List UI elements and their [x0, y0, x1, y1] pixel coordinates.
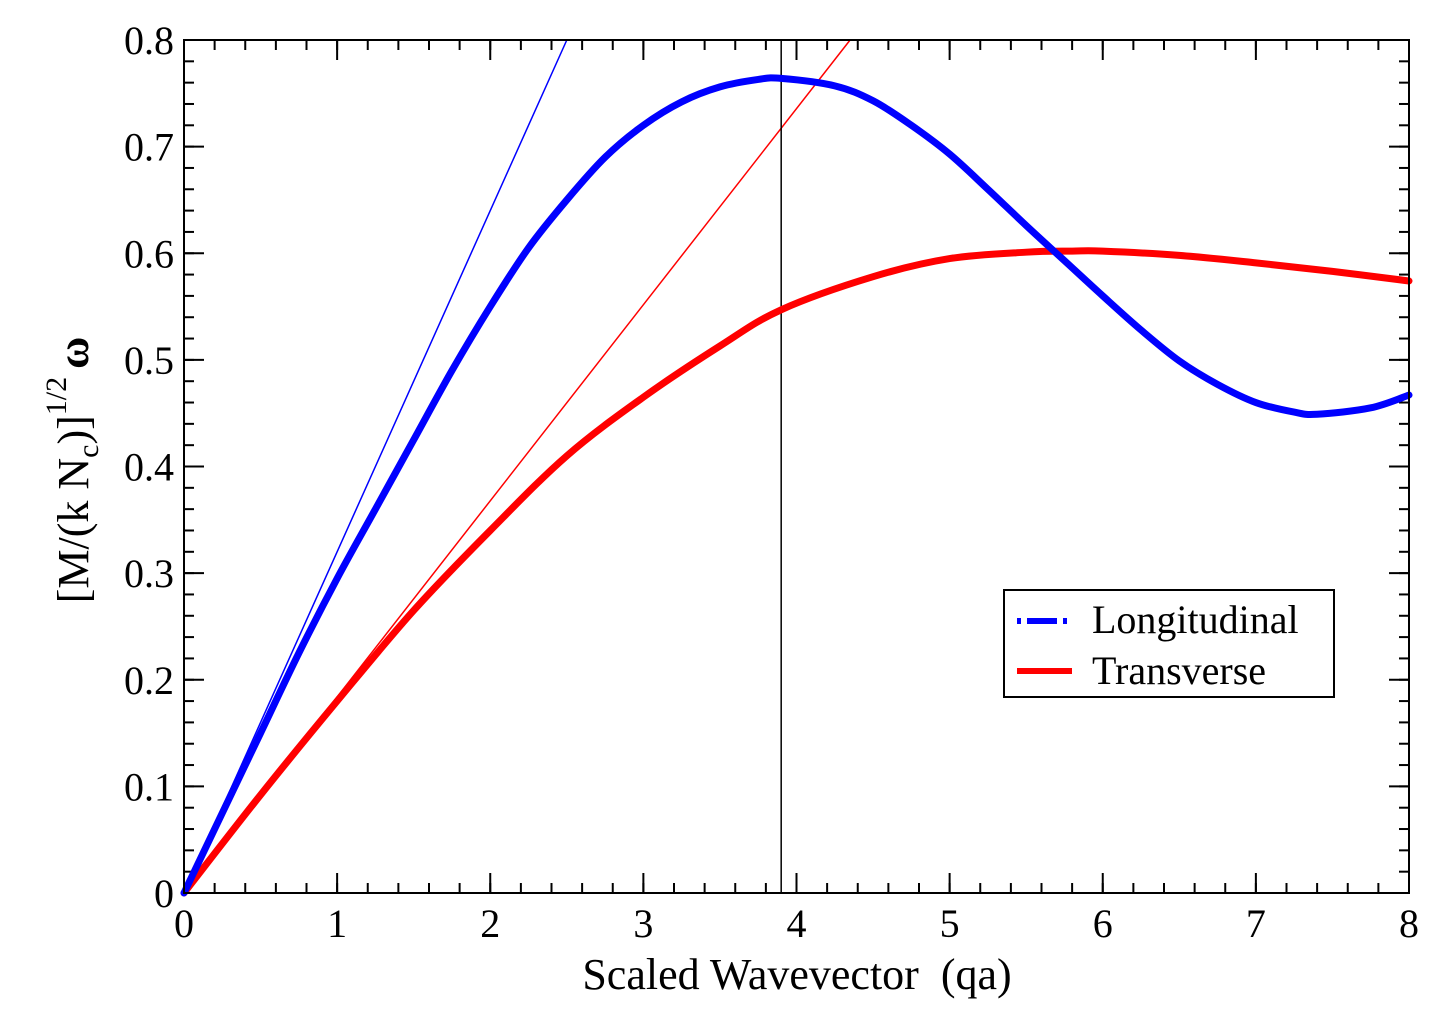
- y-axis-label-main: [M/(k N: [49, 458, 98, 603]
- y-tick-label: 0.1: [124, 764, 174, 809]
- y-axis-label-close: )]: [49, 415, 98, 444]
- x-tick-label: 2: [480, 901, 500, 946]
- x-tick-label: 6: [1093, 901, 1113, 946]
- y-tick-labels: 0 0.1 0.2 0.3 0.4 0.5 0.6 0.7 0.8: [124, 18, 174, 916]
- y-axis-label-omega: ω: [49, 337, 98, 369]
- y-axis-label-sub: c: [72, 445, 105, 458]
- y-tick-label: 0.2: [124, 658, 174, 703]
- legend: Longitudinal Transverse: [1003, 589, 1335, 698]
- x-axis-label: Scaled Wavevector (qa): [582, 950, 1011, 999]
- series-line-transverse: [180, 247, 1413, 897]
- x-tick-label: 8: [1399, 901, 1419, 946]
- y-tick-label: 0.8: [124, 18, 174, 63]
- x-tick-label: 4: [787, 901, 807, 946]
- series-line-longitudinal: [180, 74, 1413, 897]
- x-tick-label: 0: [174, 901, 194, 946]
- plot-frame: [183, 39, 1410, 894]
- x-tick-label: 3: [633, 901, 653, 946]
- y-tick-label: 0.5: [124, 338, 174, 383]
- y-tick-label: 0.4: [124, 445, 174, 490]
- y-axis-label-sup: 1/2: [40, 377, 73, 415]
- legend-box: [1003, 589, 1335, 698]
- series-group: [180, 74, 1413, 897]
- x-tick-labels: 0 1 2 3 4 5 6 7 8: [174, 901, 1419, 946]
- y-tick-label: 0.6: [124, 231, 174, 276]
- legend-label-longitudinal: Longitudinal: [1092, 597, 1299, 642]
- x-tick-label: 7: [1246, 901, 1266, 946]
- legend-label-transverse: Transverse: [1092, 648, 1266, 693]
- y-tick-label: 0: [154, 871, 174, 916]
- y-axis-label: [M/(k Nc)]1/2 ω: [40, 337, 105, 604]
- y-tick-label: 0.3: [124, 551, 174, 596]
- x-tick-label: 5: [940, 901, 960, 946]
- tick-marks: [183, 39, 1410, 894]
- longitudinal-slope-line: [183, 39, 568, 894]
- y-tick-label: 0.7: [124, 125, 174, 170]
- x-tick-label: 1: [327, 901, 347, 946]
